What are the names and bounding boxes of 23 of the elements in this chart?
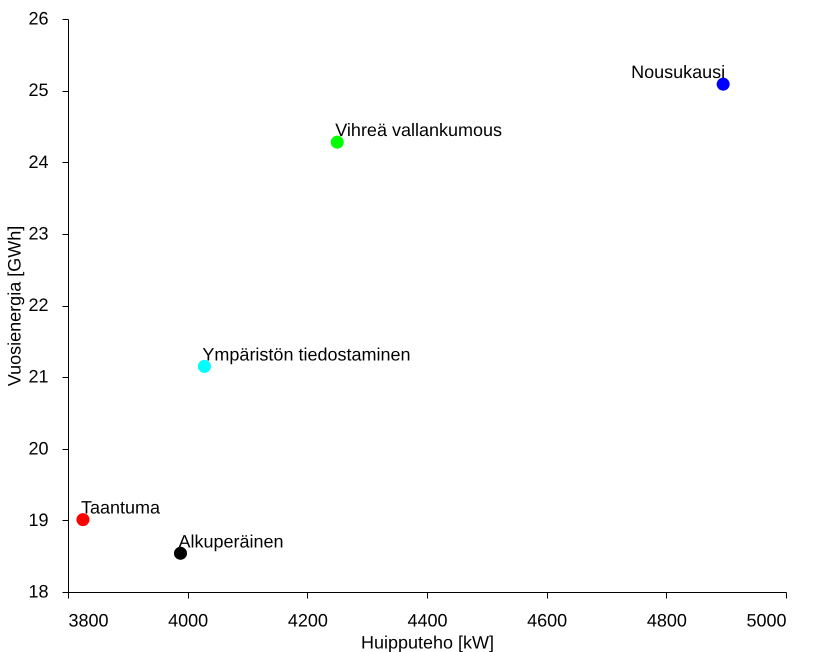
y-axis-title: Vuosienergia [GWh] (4, 226, 24, 386)
y-tick-label: 19 (28, 510, 48, 530)
x-tick-label: 5000 (746, 610, 786, 630)
y-tick-label: 21 (28, 366, 48, 387)
series-label: Taantuma (80, 498, 161, 518)
y-tick-label: 18 (28, 582, 48, 602)
series-label: Vihreä vallankumous (335, 120, 502, 140)
y-tick-label: 25 (28, 80, 48, 100)
y-tick-label: 22 (28, 295, 48, 315)
y-tick-label: 20 (28, 438, 48, 458)
y-tick-label: 24 (28, 152, 48, 172)
series-label: Nousukausi (631, 62, 726, 82)
x-tick-label: 4400 (407, 610, 448, 630)
y-tick-label: 23 (28, 223, 48, 244)
x-tick-label: 3800 (68, 610, 109, 630)
x-tick-label: 4600 (527, 610, 568, 630)
x-tick-label: 4200 (288, 610, 328, 630)
series-label: Alkuperäinen (178, 531, 284, 552)
series-label: Ympäristön tiedostaminen (202, 344, 411, 364)
x-axis-title: Huipputeho [kW] (360, 632, 494, 652)
x-tick-label: 4000 (168, 610, 208, 630)
x-tick-label: 4800 (646, 610, 687, 630)
y-tick-label: 26 (28, 8, 48, 28)
